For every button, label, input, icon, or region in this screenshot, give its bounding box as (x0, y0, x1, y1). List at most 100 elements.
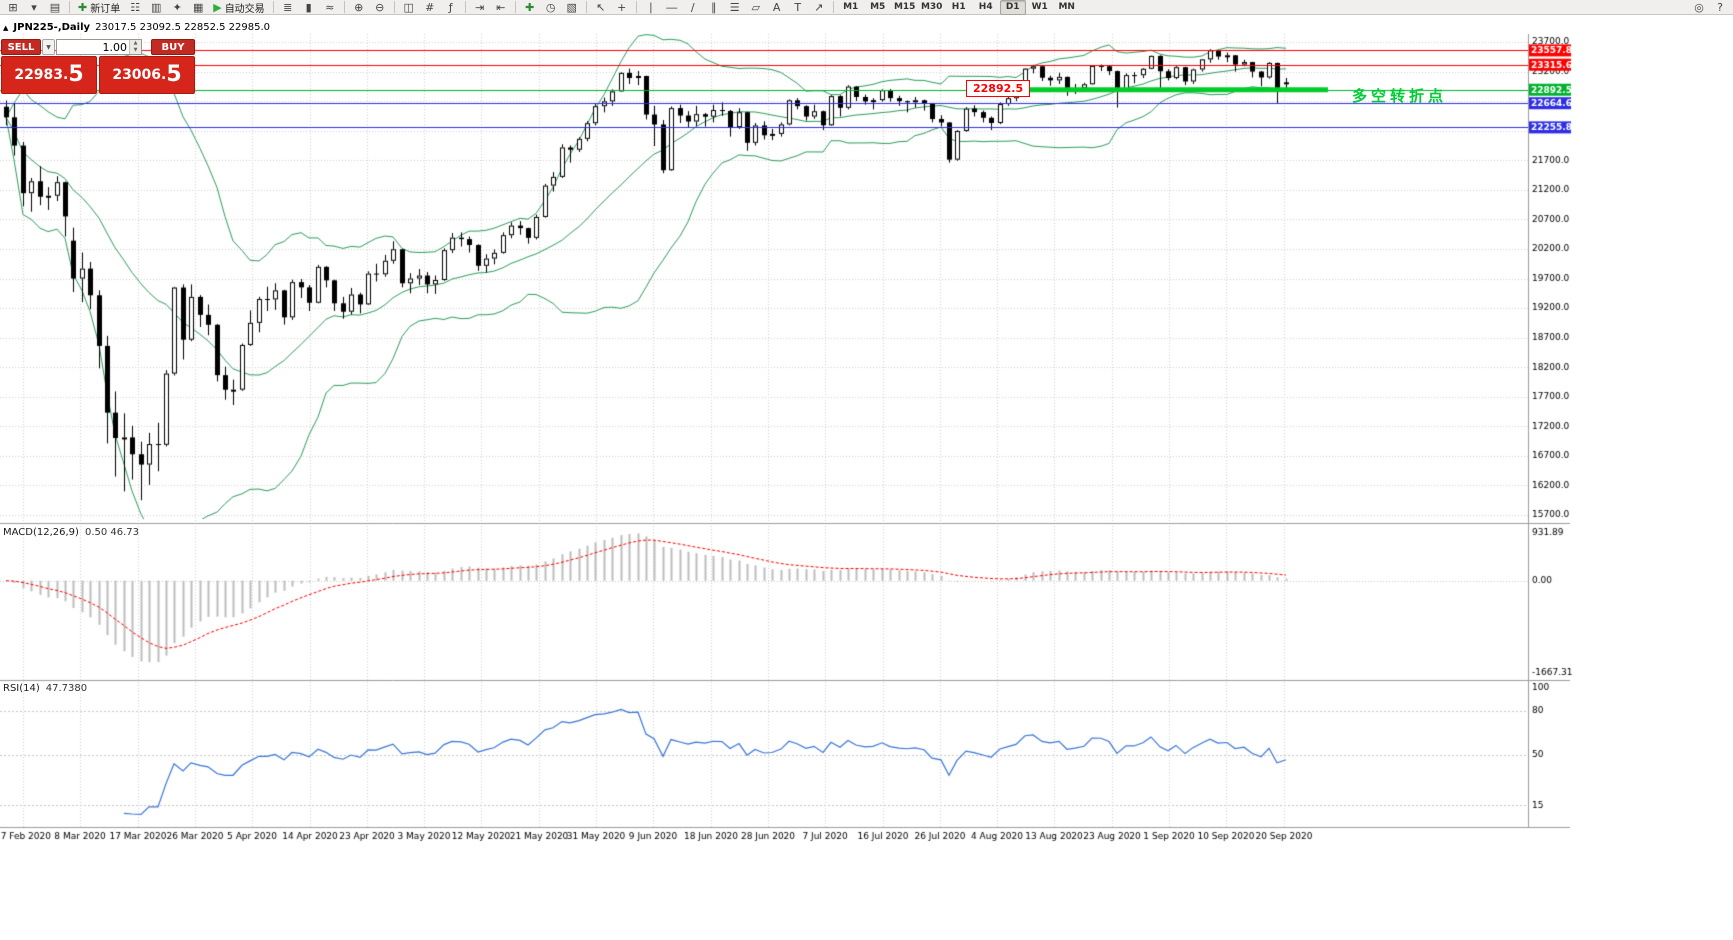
search-button[interactable]: ◎ (1689, 0, 1709, 14)
toolbar-separator (272, 1, 274, 13)
vertical-line-button[interactable]: ∣ (641, 0, 661, 14)
auto-scroll-button[interactable]: ⇥ (470, 0, 490, 14)
horizontal-line-icon: ― (666, 0, 678, 14)
chart-shift-icon: ⇤ (496, 0, 506, 14)
grid-button[interactable]: # (420, 0, 440, 14)
symbol-timeframe-text: JPN225-,Daily (13, 22, 91, 33)
timeframe-m30-button[interactable]: M30 (920, 1, 943, 12)
autotrading-button-label: 自动交易 (224, 3, 265, 15)
one-click-price-row: 22983. 5 23006. 5 (1, 56, 195, 94)
volume-increase-button[interactable]: ▲ (130, 40, 141, 47)
search-icon: ◎ (1694, 0, 1704, 14)
timeframe-d1-button[interactable]: D1 (999, 0, 1026, 15)
shapes-button[interactable]: ▱ (746, 0, 766, 14)
chart-menu-icon[interactable]: ▲ (3, 23, 9, 32)
trendline-button[interactable]: ∕ (683, 0, 703, 14)
play-icon: ▶ (213, 0, 222, 14)
new-chart-icon: ⊞ (8, 0, 18, 14)
volume-decrease-button[interactable]: ▼ (130, 47, 141, 54)
profiles-icon: ▤ (49, 0, 61, 14)
zoom-out-button[interactable]: ⊖ (370, 0, 390, 14)
chevron-down-icon: ▼ (46, 43, 51, 51)
channel-button[interactable]: ∥ (704, 0, 724, 14)
rsi-indicator-label: RSI(14) 47.7380 (3, 683, 87, 694)
function-icon: ƒ (448, 0, 453, 14)
toolbar: ⊞ ▾ ▤ ✚ 新订单 ☷ ▥ ✦ ▦ ▶ 自动交易 ≣ ▮ ≈ ⊕ ⊖ ◫ # ƒ ⇥ ⇤ ✚ ◷ ▧ ↖ + ∣ ― ∕ ∥ ☰ ▱ A T ↗… (0, 0, 1733, 15)
data-window-icon: ▥ (151, 0, 162, 14)
price-chart-canvas[interactable] (0, 16, 1733, 940)
crosshair-icon: + (617, 0, 627, 14)
sell-button[interactable]: SELL (1, 39, 41, 55)
timeframe-h1-button[interactable]: H1 (951, 1, 966, 12)
text-button[interactable]: A (767, 0, 787, 14)
trendline-icon: ∕ (690, 0, 695, 14)
toolbar-separator (635, 1, 637, 13)
one-click-top-row: SELL ▼ ▲ ▼ BUY (1, 39, 195, 55)
clock-icon: ◷ (545, 0, 556, 14)
timeframe-mn-button[interactable]: MN (1058, 1, 1075, 12)
cursor-icon: ↖ (596, 0, 606, 14)
rsi-name-text: RSI(14) (3, 683, 40, 694)
timeframe-h4-button[interactable]: H4 (978, 1, 993, 12)
sell-price-fraction: 5 (68, 62, 84, 87)
indicators-button[interactable]: ƒ (441, 0, 461, 14)
toolbar-separator (585, 1, 587, 13)
market-watch-icon: ☷ (130, 0, 141, 14)
chart-window: ▲ JPN225-,Daily 23017.5 23092.5 22852.5 … (0, 16, 1733, 940)
grid-icon: # (425, 0, 435, 14)
cursor-button[interactable]: ↖ (591, 0, 611, 14)
terminal-button[interactable]: ▦ (188, 0, 208, 14)
sell-price-button[interactable]: 22983. 5 (1, 56, 97, 94)
toolbar-separator (393, 1, 395, 13)
candlestick-icon: ▮ (305, 0, 312, 14)
data-window-button[interactable]: ▥ (146, 0, 166, 14)
turning-point-annotation[interactable]: 多空转折点 (1352, 87, 1448, 105)
tile-windows-button[interactable]: ◫ (399, 0, 419, 14)
templates-button[interactable]: ▧ (562, 0, 582, 14)
fibonacci-button[interactable]: ☰ (725, 0, 745, 14)
volume-input[interactable] (57, 40, 129, 54)
tile-windows-icon: ◫ (403, 0, 414, 14)
one-click-trading-panel: SELL ▼ ▲ ▼ BUY 22983. 5 (1, 39, 195, 94)
text-label-button[interactable]: T (788, 0, 808, 14)
vertical-line-icon: ∣ (647, 0, 654, 14)
new-chart-button[interactable]: ⊞ (3, 0, 23, 14)
toolbar-separator (832, 1, 834, 13)
timeframe-w1-button[interactable]: W1 (1031, 1, 1048, 12)
line-chart-button[interactable]: ≈ (320, 0, 340, 14)
navigator-button[interactable]: ✦ (167, 0, 187, 14)
profiles-button[interactable]: ▤ (45, 0, 65, 14)
volume-spinner: ▲ ▼ (129, 40, 141, 54)
toolbar-separator (343, 1, 345, 13)
buy-button[interactable]: BUY (151, 39, 195, 55)
new-order-button-label: 新订单 (90, 3, 121, 15)
shapes-icon: ▱ (751, 0, 760, 14)
zoom-out-icon: ⊖ (375, 0, 385, 14)
buy-price-button[interactable]: 23006. 5 (99, 56, 195, 94)
crosshair-button[interactable]: + (612, 0, 632, 14)
bar-chart-button[interactable]: ≣ (278, 0, 298, 14)
buy-price-base: 23006. (112, 67, 167, 83)
timeframe-m15-button[interactable]: M15 (893, 1, 916, 12)
autotrading-button[interactable]: ▶ 自动交易 (209, 0, 268, 15)
chart-shift-button[interactable]: ⇤ (491, 0, 511, 14)
arrows-button[interactable]: ↗ (809, 0, 829, 14)
timeframe-m5-button[interactable]: M5 (870, 1, 886, 12)
macd-name-text: MACD(12,26,9) (3, 527, 79, 538)
chart-list-button[interactable]: ▾ (24, 0, 44, 14)
rsi-value-text: 47.7380 (45, 683, 88, 694)
add-indicator-button[interactable]: ✚ (520, 0, 540, 14)
new-order-button[interactable]: ✚ 新订单 (74, 0, 124, 15)
help-button[interactable]: ? (1710, 0, 1730, 14)
bar-chart-icon: ≣ (283, 0, 293, 14)
order-type-dropdown[interactable]: ▼ (42, 39, 55, 55)
horizontal-line-button[interactable]: ― (662, 0, 682, 14)
timeframe-m1-button[interactable]: M1 (843, 1, 859, 12)
candlestick-chart-button[interactable]: ▮ (299, 0, 319, 14)
price-line-label[interactable]: 22892.5 (966, 80, 1031, 97)
market-watch-button[interactable]: ☷ (125, 0, 145, 14)
buy-price-fraction: 5 (166, 62, 182, 87)
zoom-in-button[interactable]: ⊕ (349, 0, 369, 14)
chevron-down-icon: ▾ (31, 0, 37, 14)
periods-button[interactable]: ◷ (541, 0, 561, 14)
